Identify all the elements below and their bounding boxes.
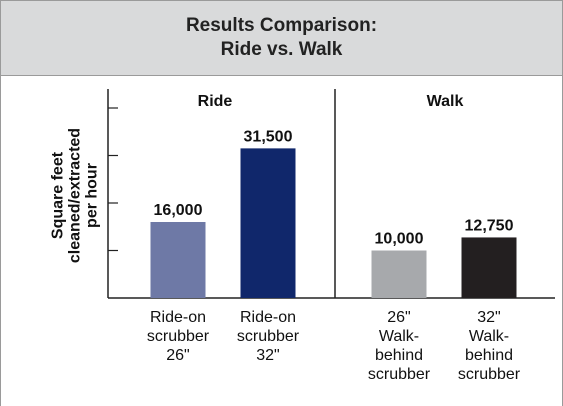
chart-title: Results Comparison: Ride vs. Walk	[185, 15, 378, 60]
x-tick-label: 26" Walk- behind scrubber	[367, 309, 431, 383]
group-label: Ride	[198, 93, 233, 110]
bar	[371, 250, 427, 298]
bar	[240, 148, 296, 298]
y-axis-label: Square feet cleaned/extracted per hour	[49, 127, 101, 264]
x-tick-label: 32" Walk- behind scrubber	[457, 309, 521, 383]
value-label: 31,500	[244, 128, 293, 145]
group-label: Walk	[427, 93, 464, 110]
value-label: 16,000	[154, 202, 203, 219]
title-box	[0, 0, 563, 76]
bar	[461, 237, 517, 298]
value-label: 10,000	[375, 231, 424, 248]
value-label: 12,750	[465, 217, 514, 234]
bar	[150, 222, 206, 298]
x-tick-label: Ride-on scrubber 26"	[146, 309, 210, 364]
x-tick-label: Ride-on scrubber 32"	[236, 309, 300, 364]
